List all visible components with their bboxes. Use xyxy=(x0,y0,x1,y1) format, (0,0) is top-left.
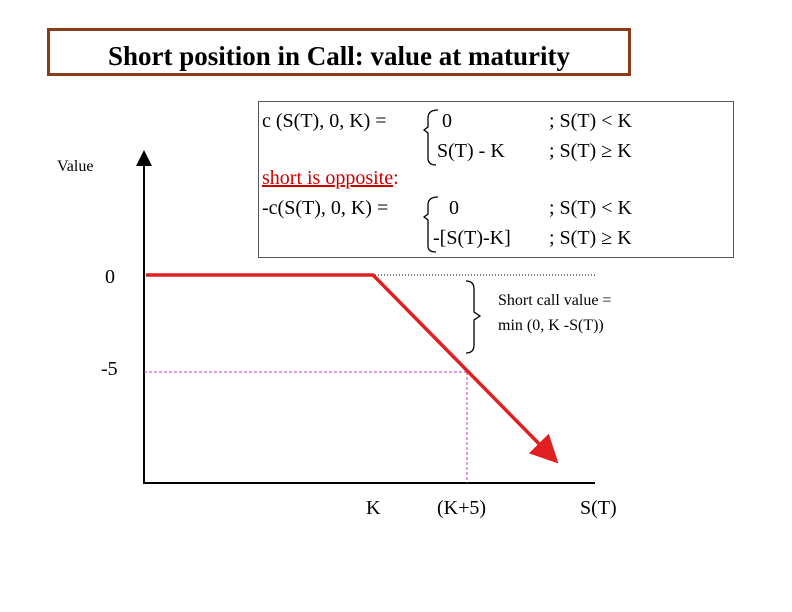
call-case2-cond: ; S(T) ≥ K xyxy=(549,140,632,162)
y-tick-minus5: -5 xyxy=(101,358,118,380)
short-case2-value: -[S(T)-K] xyxy=(433,227,511,249)
x-axis-label: S(T) xyxy=(580,497,617,519)
x-tick-k-plus-5: (K+5) xyxy=(437,497,487,519)
y-axis-label: Value xyxy=(57,158,94,175)
call-lhs: c (S(T), 0, K) = xyxy=(262,110,387,132)
y-tick-0: 0 xyxy=(105,266,115,288)
call-brace xyxy=(422,109,439,166)
slide-title: Short position in Call: value at maturit… xyxy=(107,41,571,71)
annotation-brace xyxy=(465,280,482,354)
title-box: Short position in Call: value at maturit… xyxy=(47,28,631,76)
annotation-line-2: min (0, K -S(T)) xyxy=(498,317,604,334)
x-tick-k: K xyxy=(366,497,381,519)
call-case1-value: 0 xyxy=(442,110,452,132)
short-brace xyxy=(422,196,439,253)
call-case2-value: S(T) - K xyxy=(437,140,505,162)
call-case1-cond: ; S(T) < K xyxy=(549,110,632,132)
short-lhs: -c(S(T), 0, K) = xyxy=(262,197,389,219)
short-call-payoff-line xyxy=(146,273,559,464)
short-note-colon: : xyxy=(393,167,399,189)
formula-box xyxy=(258,101,734,258)
short-note: short is opposite: xyxy=(262,167,399,190)
short-note-underlined: short is opposite xyxy=(262,167,394,189)
annotation-line-1: Short call value = xyxy=(498,292,612,309)
short-case1-cond: ; S(T) < K xyxy=(549,197,632,219)
short-case1-value: 0 xyxy=(449,197,459,219)
short-case2-cond: ; S(T) ≥ K xyxy=(549,227,632,249)
